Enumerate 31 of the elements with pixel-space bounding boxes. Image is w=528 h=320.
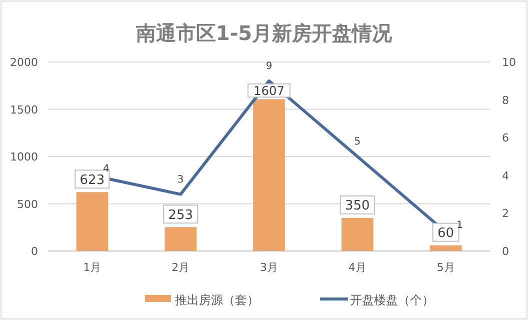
data-label: 623 bbox=[80, 172, 105, 188]
y-tick-label: 0 bbox=[31, 245, 38, 258]
data-label: 1607 bbox=[253, 84, 285, 98]
legend-label: 推出房源（套） bbox=[175, 293, 259, 307]
data-label: 5 bbox=[354, 136, 361, 148]
bar bbox=[341, 218, 374, 251]
y2-tick-label: 4 bbox=[502, 169, 509, 182]
y2-tick-label: 8 bbox=[502, 94, 509, 107]
y2-tick-label: 2 bbox=[502, 207, 509, 220]
x-tick-label: 1月 bbox=[83, 261, 102, 274]
data-label: 9 bbox=[266, 60, 272, 72]
y2-tick-label: 10 bbox=[502, 56, 516, 69]
bar bbox=[164, 227, 197, 251]
y2-tick-label: 6 bbox=[502, 132, 509, 145]
legend-label: 开盘楼盘（个） bbox=[350, 293, 434, 307]
chart-title: 南通市区1-5月新房开盘情况 bbox=[134, 21, 394, 45]
y-tick-label: 1000 bbox=[10, 150, 38, 164]
data-label: 4 bbox=[103, 163, 110, 174]
y-tick-label: 500 bbox=[17, 198, 38, 211]
x-tick-label: 5月 bbox=[436, 261, 455, 274]
y-tick-label: 1500 bbox=[10, 103, 38, 116]
bar bbox=[430, 245, 462, 251]
bar bbox=[76, 192, 108, 251]
x-tick-label: 3月 bbox=[260, 261, 278, 274]
x-tick-label: 4月 bbox=[348, 261, 366, 274]
y2-tick-label: 0 bbox=[502, 245, 509, 258]
y-tick-label: 2000 bbox=[10, 56, 38, 69]
data-label: 253 bbox=[168, 208, 194, 223]
data-label: 3 bbox=[177, 174, 184, 186]
data-label: 350 bbox=[344, 198, 370, 214]
x-tick-label: 2月 bbox=[172, 261, 190, 274]
